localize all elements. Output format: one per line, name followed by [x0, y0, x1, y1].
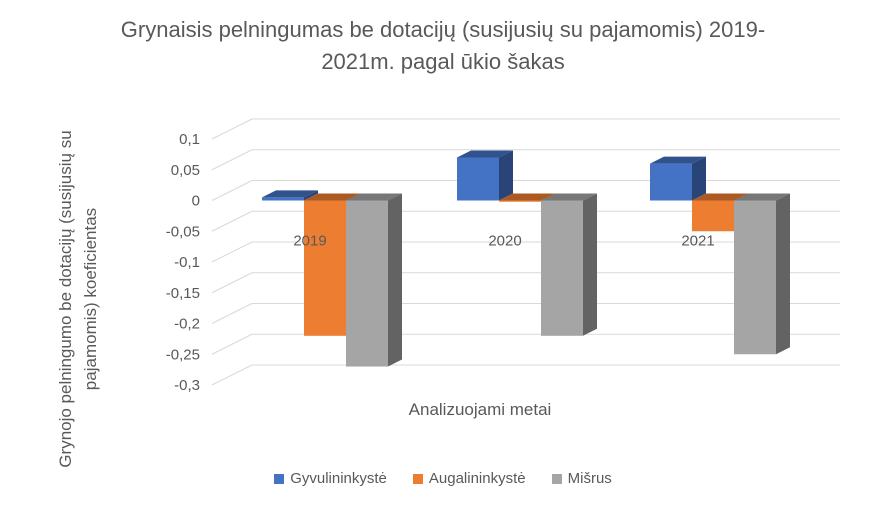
- legend-label-3: Mišrus: [567, 470, 612, 487]
- bar-augalininkystė-2019: [304, 200, 346, 336]
- gridline-depth: [211, 210, 253, 232]
- bar-top-mišrus: [734, 193, 790, 201]
- bar-side-gyvulininkystė: [499, 150, 513, 201]
- y-tick-label: 0,05: [171, 162, 200, 179]
- gridline-depth: [211, 303, 253, 324]
- legend-label-1: Gyvulininkystė: [290, 470, 387, 487]
- gridline-depth: [211, 272, 253, 294]
- y-tick-label: -0,3: [174, 377, 200, 394]
- bar-side-gyvulininkystė: [304, 190, 318, 201]
- bar-top-augalininkystė: [692, 193, 748, 201]
- gridline-depth: [211, 364, 253, 386]
- bar-side-mišrus: [583, 193, 597, 336]
- gridline-depth: [211, 118, 253, 140]
- bar-side-mišrus: [388, 193, 402, 367]
- legend-item-1: Gyvulininkystė: [274, 470, 387, 487]
- bar-side-mišrus: [776, 193, 790, 355]
- y-tick-label: -0,1: [174, 254, 200, 271]
- bar-augalininkystė-2021: [692, 200, 734, 232]
- x-axis-title: Analizuojami metai: [408, 400, 552, 419]
- x-tick-label: 2021: [681, 233, 714, 250]
- legend: Gyvulininkystė Augalininkystė Mišrus: [0, 470, 886, 487]
- legend-item-3: Mišrus: [551, 470, 612, 487]
- bar-top-mišrus: [541, 193, 597, 201]
- y-tick-label: -0,15: [166, 285, 200, 302]
- bar-top-gyvulininkystė: [457, 150, 513, 158]
- bar-top-augalininkystė: [304, 193, 360, 201]
- bar-gyvulininkystė-2020: [457, 157, 499, 201]
- bar-mišrus-2020: [541, 200, 583, 336]
- bar-top-augalininkystė: [499, 193, 555, 201]
- legend-item-2: Augalininkystė: [412, 470, 526, 487]
- bar-mišrus-2021: [734, 200, 776, 355]
- gridline-depth: [211, 149, 253, 171]
- x-tick-label: 2019: [293, 233, 326, 250]
- bar-gyvulininkystė-2019: [262, 197, 304, 201]
- y-tick-label: -0,2: [174, 316, 200, 333]
- gridline-depth: [211, 333, 253, 355]
- legend-swatch-3: [551, 473, 562, 484]
- x-tick-label: 2020: [488, 233, 521, 250]
- legend-swatch-1: [274, 473, 285, 484]
- y-tick-label: -0,05: [166, 223, 200, 240]
- gridline-depth: [211, 241, 253, 263]
- legend-swatch-2: [412, 473, 423, 484]
- y-tick-label: 0,1: [179, 131, 200, 148]
- y-tick-label: -0,25: [166, 346, 200, 363]
- bar-augalininkystė-2020: [499, 200, 541, 202]
- chart-title: Grynaisis pelningumas be dotacijų (susij…: [120, 17, 766, 74]
- bar-top-gyvulininkystė: [262, 190, 318, 198]
- bar-side-gyvulininkystė: [692, 156, 706, 201]
- bar-top-mišrus: [346, 193, 402, 201]
- legend-label-2: Augalininkystė: [428, 470, 526, 487]
- y-tick-label: 0: [192, 193, 200, 210]
- bar-top-gyvulininkystė: [650, 156, 706, 164]
- bar-mišrus-2019: [346, 200, 388, 367]
- bar-gyvulininkystė-2021: [650, 163, 692, 201]
- gridline-depth: [211, 180, 253, 201]
